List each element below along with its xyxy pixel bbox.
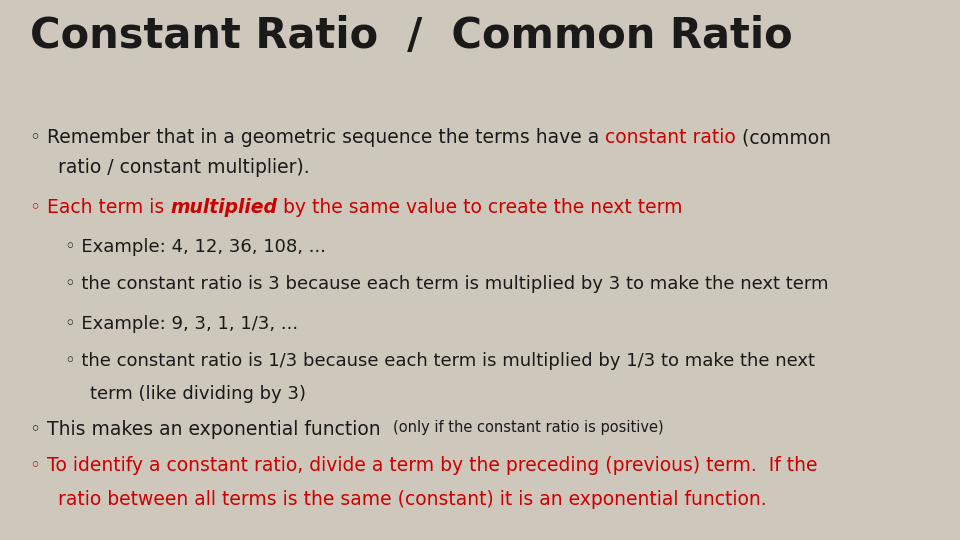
- Text: ◦ Each term is: ◦ Each term is: [30, 198, 170, 217]
- Text: ◦ Example: 9, 3, 1, 1/3, ...: ◦ Example: 9, 3, 1, 1/3, ...: [65, 315, 299, 333]
- Text: ratio / constant multiplier).: ratio / constant multiplier).: [58, 158, 310, 177]
- Text: constant ratio: constant ratio: [605, 128, 736, 147]
- Text: (only if the constant ratio is positive): (only if the constant ratio is positive): [393, 420, 663, 435]
- Text: term (like dividing by 3): term (like dividing by 3): [90, 385, 306, 403]
- Text: multiplied: multiplied: [170, 198, 277, 217]
- Text: ◦ Example: 4, 12, 36, 108, ...: ◦ Example: 4, 12, 36, 108, ...: [65, 238, 326, 256]
- Text: Constant Ratio  /  Common Ratio: Constant Ratio / Common Ratio: [30, 15, 793, 57]
- Text: ◦ Remember that in a geometric sequence the terms have a: ◦ Remember that in a geometric sequence …: [30, 128, 605, 147]
- Text: ◦ the constant ratio is 3 because each term is multiplied by 3 to make the next : ◦ the constant ratio is 3 because each t…: [65, 275, 828, 293]
- Text: ◦ To identify a constant ratio, divide a term by the preceding (previous) term. : ◦ To identify a constant ratio, divide a…: [30, 456, 818, 475]
- Text: ◦ the constant ratio is 1/3 because each term is multiplied by 1/3 to make the n: ◦ the constant ratio is 1/3 because each…: [65, 352, 815, 370]
- Text: by the same value to create the next term: by the same value to create the next ter…: [277, 198, 683, 217]
- Text: ◦ This makes an exponential function: ◦ This makes an exponential function: [30, 420, 393, 439]
- Text: ratio between all terms is the same (constant) it is an exponential function.: ratio between all terms is the same (con…: [58, 490, 767, 509]
- Text: (common: (common: [736, 128, 831, 147]
